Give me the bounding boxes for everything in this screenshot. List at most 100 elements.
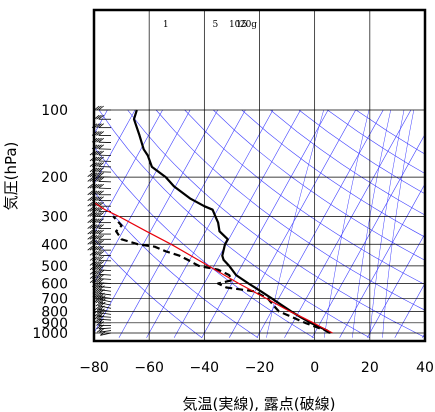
- wind-barb-feather: [87, 196, 93, 201]
- isotherm-line: [311, 133, 425, 338]
- wind-barb-feather: [96, 282, 102, 287]
- wind-barb-feather: [96, 183, 102, 189]
- wind-barb-feather: [96, 156, 102, 162]
- wind-barb-feather: [96, 234, 102, 240]
- y-tick-label: 900: [41, 316, 68, 332]
- dry-adiabat-line: [127, 109, 425, 338]
- wind-barb-feather: [87, 218, 93, 223]
- isotherm-line: [94, 109, 219, 334]
- wind-barb-feather: [87, 172, 93, 178]
- wind-barb-feather: [96, 172, 102, 178]
- wind-barb-feather: [96, 229, 102, 235]
- wind-barb-feather: [98, 250, 104, 256]
- wind-barb-feather: [94, 308, 101, 314]
- x-tick-label: −40: [190, 360, 220, 376]
- wind-barb-feather: [87, 177, 93, 182]
- wind-barb-feather: [98, 162, 104, 167]
- wind-barb-feather: [94, 289, 101, 294]
- wind-barb: [87, 212, 111, 217]
- temperature-profile-line: [132, 109, 332, 334]
- wind-barb: [94, 308, 112, 315]
- wind-barb-feather: [98, 245, 104, 251]
- wind-barb-feather: [96, 144, 102, 150]
- wind-barb-shaft: [99, 330, 112, 333]
- wind-barb-feather: [96, 245, 102, 251]
- wind-barb-feather: [98, 131, 104, 136]
- wind-barb-feather: [96, 321, 102, 326]
- wind-barb-feather: [100, 298, 106, 304]
- isotherm-line: [201, 109, 329, 338]
- isotherm-line: [94, 109, 163, 235]
- wind-barb-feather: [98, 234, 104, 240]
- wind-barb-feather: [98, 167, 104, 173]
- guide-lines: [94, 109, 425, 338]
- wind-barb-feather: [98, 123, 104, 128]
- mixing-ratio-label: 5: [212, 20, 218, 30]
- dry-adiabat-line: [94, 238, 203, 338]
- x-tick-label: −20: [245, 360, 275, 376]
- wind-barb: [87, 245, 111, 251]
- wind-barb-feather: [94, 305, 101, 311]
- wind-barb-feather: [96, 162, 102, 167]
- wind-barb-feather: [96, 274, 102, 279]
- wind-barb-feather: [96, 105, 102, 111]
- wind-barb-shaft: [99, 289, 112, 292]
- wind-barb-feather: [96, 239, 102, 245]
- dry-adiabat-line: [270, 109, 425, 216]
- y-tick-label: 200: [41, 170, 68, 186]
- wind-barb-feather: [96, 190, 102, 196]
- y-tick-label: 300: [41, 209, 68, 225]
- wind-barb-feather: [98, 150, 104, 156]
- wind-barb-feather: [98, 105, 104, 111]
- wind-barb-shaft: [100, 299, 112, 303]
- wind-barb-feather: [98, 224, 104, 229]
- wind-barb-feather: [87, 190, 93, 196]
- isotherm-line: [118, 109, 246, 338]
- isotherm-line: [94, 109, 191, 284]
- wind-barb-feather: [98, 137, 104, 143]
- wind-barb: [87, 177, 112, 183]
- dry-adiabat-line: [213, 109, 425, 261]
- wind-barb-feather: [98, 218, 104, 223]
- wind-barb-feather: [96, 201, 102, 207]
- wind-barb-feather: [96, 131, 102, 136]
- wind-barb-shaft: [98, 269, 112, 271]
- wind-barb-feather: [87, 207, 93, 212]
- dry-adiabat-line: [94, 191, 259, 338]
- y-axis-label: 気圧(hPa): [2, 142, 20, 211]
- wind-barb: [87, 218, 111, 224]
- wind-barb-feather: [96, 218, 102, 223]
- wind-barb-shaft: [99, 296, 112, 299]
- wind-barb-feather: [94, 278, 100, 284]
- y-tick-label: 800: [41, 304, 68, 320]
- y-tick-label: 700: [41, 291, 68, 307]
- wind-barb: [95, 301, 112, 309]
- wind-barb-feather: [94, 312, 100, 317]
- wind-barb-feather: [98, 321, 104, 326]
- wind-barb-feather: [98, 156, 104, 162]
- isotherm-line: [146, 109, 274, 338]
- wind-barb-feather: [94, 265, 100, 271]
- mixing-ratio-line: [266, 109, 324, 338]
- wind-barb-feather: [98, 256, 104, 261]
- wind-barb-feather: [98, 274, 105, 279]
- wind-barb-feather: [96, 250, 102, 256]
- x-tick-label: 20: [361, 360, 379, 376]
- y-tick-label: 100: [41, 103, 68, 119]
- mixing-ratio-line: [382, 109, 415, 338]
- wind-barb-feather: [97, 295, 104, 300]
- wind-barb-shaft: [98, 316, 112, 318]
- wind-barb-feather: [96, 278, 102, 284]
- plot-frame: [92, 8, 427, 343]
- wind-barb-feather: [96, 265, 102, 271]
- wind-barb: [87, 190, 111, 196]
- wind-barb-feather: [96, 137, 102, 143]
- wind-barb-feather: [96, 224, 102, 229]
- wind-barb: [87, 172, 112, 178]
- wind-barb: [87, 229, 111, 235]
- wind-barb: [93, 298, 112, 306]
- dry-adiabat-line: [298, 109, 425, 195]
- wind-barb: [96, 321, 111, 326]
